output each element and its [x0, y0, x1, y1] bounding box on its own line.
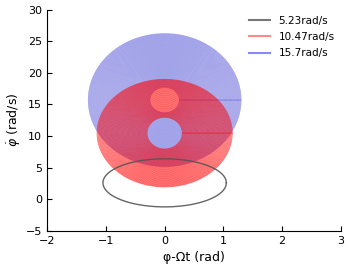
X-axis label: φ-Ωt (rad): φ-Ωt (rad) — [163, 251, 225, 264]
Legend: 5.23rad/s, 10.47rad/s, 15.7rad/s: 5.23rad/s, 10.47rad/s, 15.7rad/s — [245, 12, 339, 62]
Y-axis label: $\dot{\varphi}$ (rad/s): $\dot{\varphi}$ (rad/s) — [6, 93, 23, 147]
